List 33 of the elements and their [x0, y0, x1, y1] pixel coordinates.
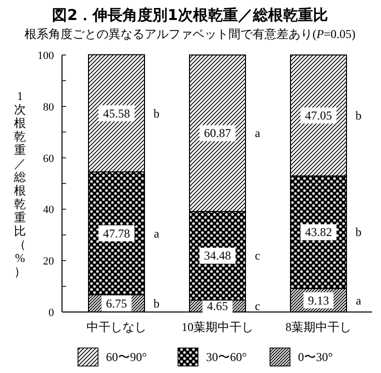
- annotation: b: [356, 225, 362, 240]
- chart-subtitle: 根系角度ごとの異なるアルファベット間で有意差あり(P=0.05): [24, 27, 356, 41]
- legend-label: 60〜90°: [106, 350, 147, 364]
- legend-label: 30〜60°: [206, 350, 247, 364]
- legend-label: 0〜30°: [298, 350, 333, 364]
- data-label: 9.13: [308, 293, 329, 308]
- y-tick-label: 20: [43, 256, 54, 268]
- x-tick-label: 中干しなし: [86, 320, 146, 334]
- y-tick-label: 100: [38, 50, 54, 62]
- y-tick-label: 80: [43, 101, 54, 114]
- data-label: 43.82: [305, 225, 332, 240]
- data-label: 4.65: [207, 299, 228, 314]
- y-axis-title: 1次根乾重／総根乾重比（%）: [14, 88, 26, 278]
- annotation: a: [356, 293, 362, 308]
- data-label: 45.58: [103, 106, 130, 120]
- data-label: 47.78: [103, 226, 130, 240]
- data-label: 47.05: [305, 108, 332, 122]
- y-tick-label: 60: [43, 152, 54, 165]
- chart-title: 図2．伸長角度別1次根乾重／総根乾重比: [52, 6, 328, 24]
- annotation: c: [254, 248, 260, 263]
- y-tick-label: 40: [43, 204, 54, 216]
- data-label: 34.48: [204, 248, 231, 263]
- annotation: b: [356, 108, 362, 122]
- annotation: c: [254, 299, 260, 314]
- data-label: 60.87: [204, 126, 231, 140]
- annotation: b: [154, 106, 160, 120]
- x-tick-label: 10葉期中干し: [182, 320, 254, 334]
- y-tick-label: 0: [48, 307, 54, 319]
- annotation: b: [154, 296, 160, 310]
- annotation: a: [254, 126, 261, 140]
- annotation: a: [154, 226, 160, 240]
- data-label: 6.75: [106, 296, 127, 310]
- x-tick-label: 8葉期中干し: [286, 320, 352, 334]
